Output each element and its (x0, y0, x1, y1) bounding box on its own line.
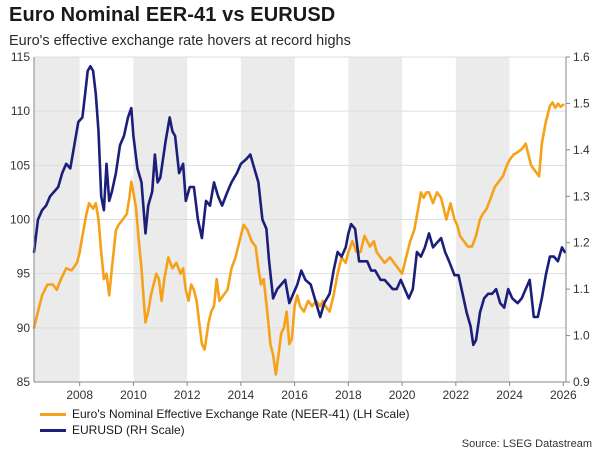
left-y-tick-label: 115 (11, 50, 30, 64)
right-y-tick-label: 1.4 (573, 143, 590, 157)
left-y-tick-label: 110 (11, 104, 30, 118)
right-y-tick-label: 1.0 (573, 329, 590, 343)
x-tick-label: 2012 (174, 388, 201, 402)
neer-line (32, 101, 565, 376)
legend-label-eurusd: EURUSD (RH Scale) (72, 423, 185, 437)
x-tick-label: 2024 (496, 388, 523, 402)
chart-subtitle: Euro's effective exchange rate hovers at… (9, 33, 351, 49)
axes (33, 57, 567, 383)
x-tick-label: 2008 (66, 388, 93, 402)
series-lines (32, 65, 566, 376)
left-y-tick-labels: 115 110 105 100 95 90 85 (10, 50, 30, 389)
x-tick-label: 2014 (228, 388, 255, 402)
right-y-tick-label: 1.3 (573, 189, 590, 203)
right-y-tick-label: 1.2 (573, 236, 590, 250)
x-tick-label: 2010 (120, 388, 147, 402)
left-y-tick-label: 90 (17, 321, 31, 335)
x-tick-label: 2026 (550, 388, 577, 402)
left-y-tick-label: 95 (17, 267, 31, 281)
legend-item-eurusd: EURUSD (RH Scale) (40, 422, 410, 438)
legend-swatch-neer (40, 412, 66, 416)
right-y-tick-labels: 1.6 1.5 1.4 1.3 1.2 1.1 1.0 0.9 (566, 50, 590, 389)
right-y-tick-label: 1.6 (573, 50, 590, 64)
eurusd-line (32, 65, 566, 347)
legend: Euro's Nominal Effective Exchange Rate (… (40, 406, 410, 438)
source-note: Source: LSEG Datastream (461, 438, 592, 450)
legend-item-neer: Euro's Nominal Effective Exchange Rate (… (40, 406, 410, 422)
right-y-tick-label: 0.9 (573, 375, 590, 389)
legend-swatch-eurusd (40, 428, 66, 432)
x-tick-labels: 2008 2010 2012 2014 2016 2018 2020 2022 2024 2026 (66, 382, 577, 402)
left-y-tick-label: 105 (10, 158, 30, 172)
x-tick-label: 2018 (335, 388, 362, 402)
right-y-tick-label: 1.1 (573, 282, 590, 296)
legend-label-neer: Euro's Nominal Effective Exchange Rate (… (72, 407, 410, 421)
x-tick-label: 2016 (281, 388, 308, 402)
x-tick-label: 2020 (389, 388, 416, 402)
left-y-tick-label: 100 (10, 213, 30, 227)
chart-title: Euro Nominal EER-41 vs EURUSD (9, 4, 336, 26)
x-tick-label: 2022 (442, 388, 469, 402)
left-y-tick-label: 85 (17, 375, 31, 389)
right-y-tick-label: 1.5 (573, 96, 590, 110)
